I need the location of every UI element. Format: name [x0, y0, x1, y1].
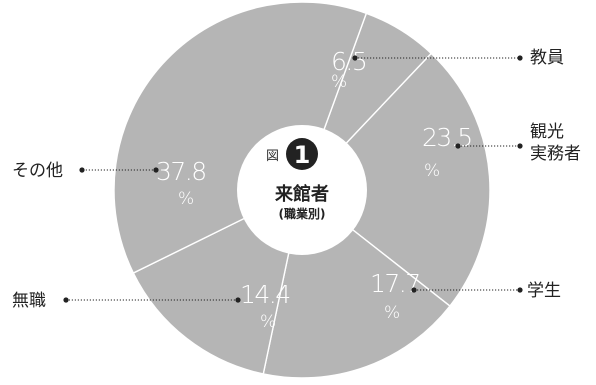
leader-dot-1-2 [517, 55, 523, 61]
leader-dot-3-1 [411, 287, 417, 293]
leader-dot-5-2 [79, 167, 85, 173]
slice-2 [300, 52, 491, 308]
leader-dot-3-2 [517, 287, 523, 293]
slice-value-1: 6.5 [331, 47, 366, 76]
slice-value-4: 14.4 [240, 280, 290, 309]
category-label-4: 無職 [12, 291, 46, 311]
leader-dot-1-1 [352, 55, 358, 61]
figure-number-badge [286, 138, 318, 170]
category-label-5: その他 [12, 161, 63, 181]
leader-dot-5-1 [153, 167, 159, 173]
category-label-2: 観光実務者 [530, 122, 581, 164]
slice-unit-4: % [260, 312, 276, 332]
chart-title: 来館者 [274, 183, 329, 205]
slice-value-2: 23.5 [422, 123, 472, 152]
leader-dot-2-1 [455, 143, 461, 149]
donut-hole [237, 125, 367, 255]
category-label-1: 教員 [530, 48, 564, 68]
category-label-3: 学生 [527, 281, 561, 301]
center-label: 図 1 来館者 (職業別) [266, 138, 329, 221]
value-labels-group: 6.5% 23.5% 17.7% 14.4% 37.8% [156, 47, 473, 332]
slice-5 [113, 1, 368, 274]
slice-unit-3: % [384, 303, 400, 323]
figure-number: 1 [294, 141, 311, 169]
slice-unit-1: % [331, 72, 347, 92]
leader-dot-4-1 [235, 297, 241, 303]
chart-subtitle: (職業別) [279, 206, 326, 221]
slice-unit-5: % [178, 189, 194, 209]
slice-value-5: 37.8 [156, 157, 206, 186]
slice-value-3: 17.7 [370, 269, 420, 298]
slice-unit-2: % [424, 161, 440, 181]
figure-prefix: 図 [266, 149, 279, 164]
leader-dot-4-2 [63, 297, 69, 303]
leader-dot-2-2 [517, 143, 523, 149]
